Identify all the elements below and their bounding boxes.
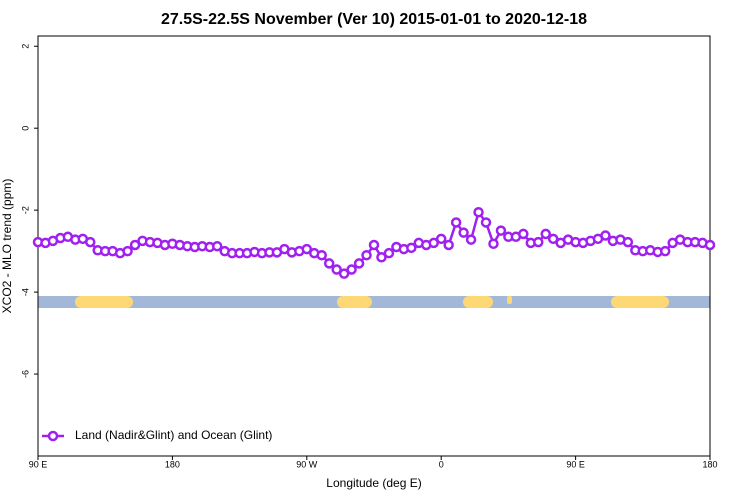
point — [435, 233, 447, 245]
point — [323, 258, 335, 269]
point — [533, 236, 544, 248]
point — [495, 225, 507, 236]
x-axis-label: Longitude (deg E) — [326, 476, 421, 490]
point — [316, 249, 327, 261]
point — [600, 230, 611, 241]
y-tick-label: -2 — [20, 206, 30, 214]
point — [353, 258, 365, 269]
point — [122, 245, 133, 257]
point — [346, 264, 357, 275]
point — [540, 228, 551, 240]
point — [450, 217, 462, 228]
y-tick-label: -6 — [20, 370, 30, 378]
point — [458, 227, 469, 238]
point — [488, 238, 499, 249]
legend-marker — [47, 430, 59, 442]
point — [301, 243, 313, 255]
point — [129, 239, 141, 251]
y-tick-label: 2 — [20, 44, 30, 49]
point — [331, 264, 342, 275]
y-tick-label: -4 — [20, 288, 30, 296]
surface-band — [38, 296, 710, 308]
x-tick-label: 0 — [439, 459, 444, 469]
point — [376, 252, 387, 263]
x-tick-label: 90 E — [29, 459, 48, 469]
x-tick-label: 180 — [702, 459, 717, 469]
point — [518, 228, 529, 240]
point — [622, 236, 634, 248]
point — [659, 245, 671, 257]
y-axis-label: XCO2 - MLO trend (ppm) — [0, 179, 14, 314]
point — [406, 242, 417, 254]
land-band — [337, 296, 372, 308]
point — [338, 268, 350, 279]
land-band — [611, 296, 669, 308]
y-tick-label: 0 — [20, 126, 30, 131]
point — [443, 239, 454, 251]
point — [211, 240, 223, 252]
ocean-band — [38, 296, 710, 308]
land-band — [463, 296, 493, 308]
point — [383, 247, 395, 259]
point — [473, 206, 484, 218]
x-tick-label: 90 W — [296, 459, 318, 469]
legend-label: Land (Nadir&Glint) and Ocean (Glint) — [75, 428, 272, 442]
point — [361, 249, 372, 261]
point — [465, 234, 477, 245]
x-tick-label: 180 — [165, 459, 180, 469]
point — [480, 217, 492, 228]
point — [704, 239, 716, 251]
point — [85, 236, 96, 248]
point — [547, 233, 559, 245]
x-tick-label: 90 E — [566, 459, 585, 469]
land-band — [507, 296, 512, 304]
point — [428, 237, 439, 249]
chart-title: 27.5S-22.5S November (Ver 10) 2015-01-01… — [161, 11, 587, 28]
point — [368, 239, 380, 251]
land-band — [75, 296, 133, 308]
